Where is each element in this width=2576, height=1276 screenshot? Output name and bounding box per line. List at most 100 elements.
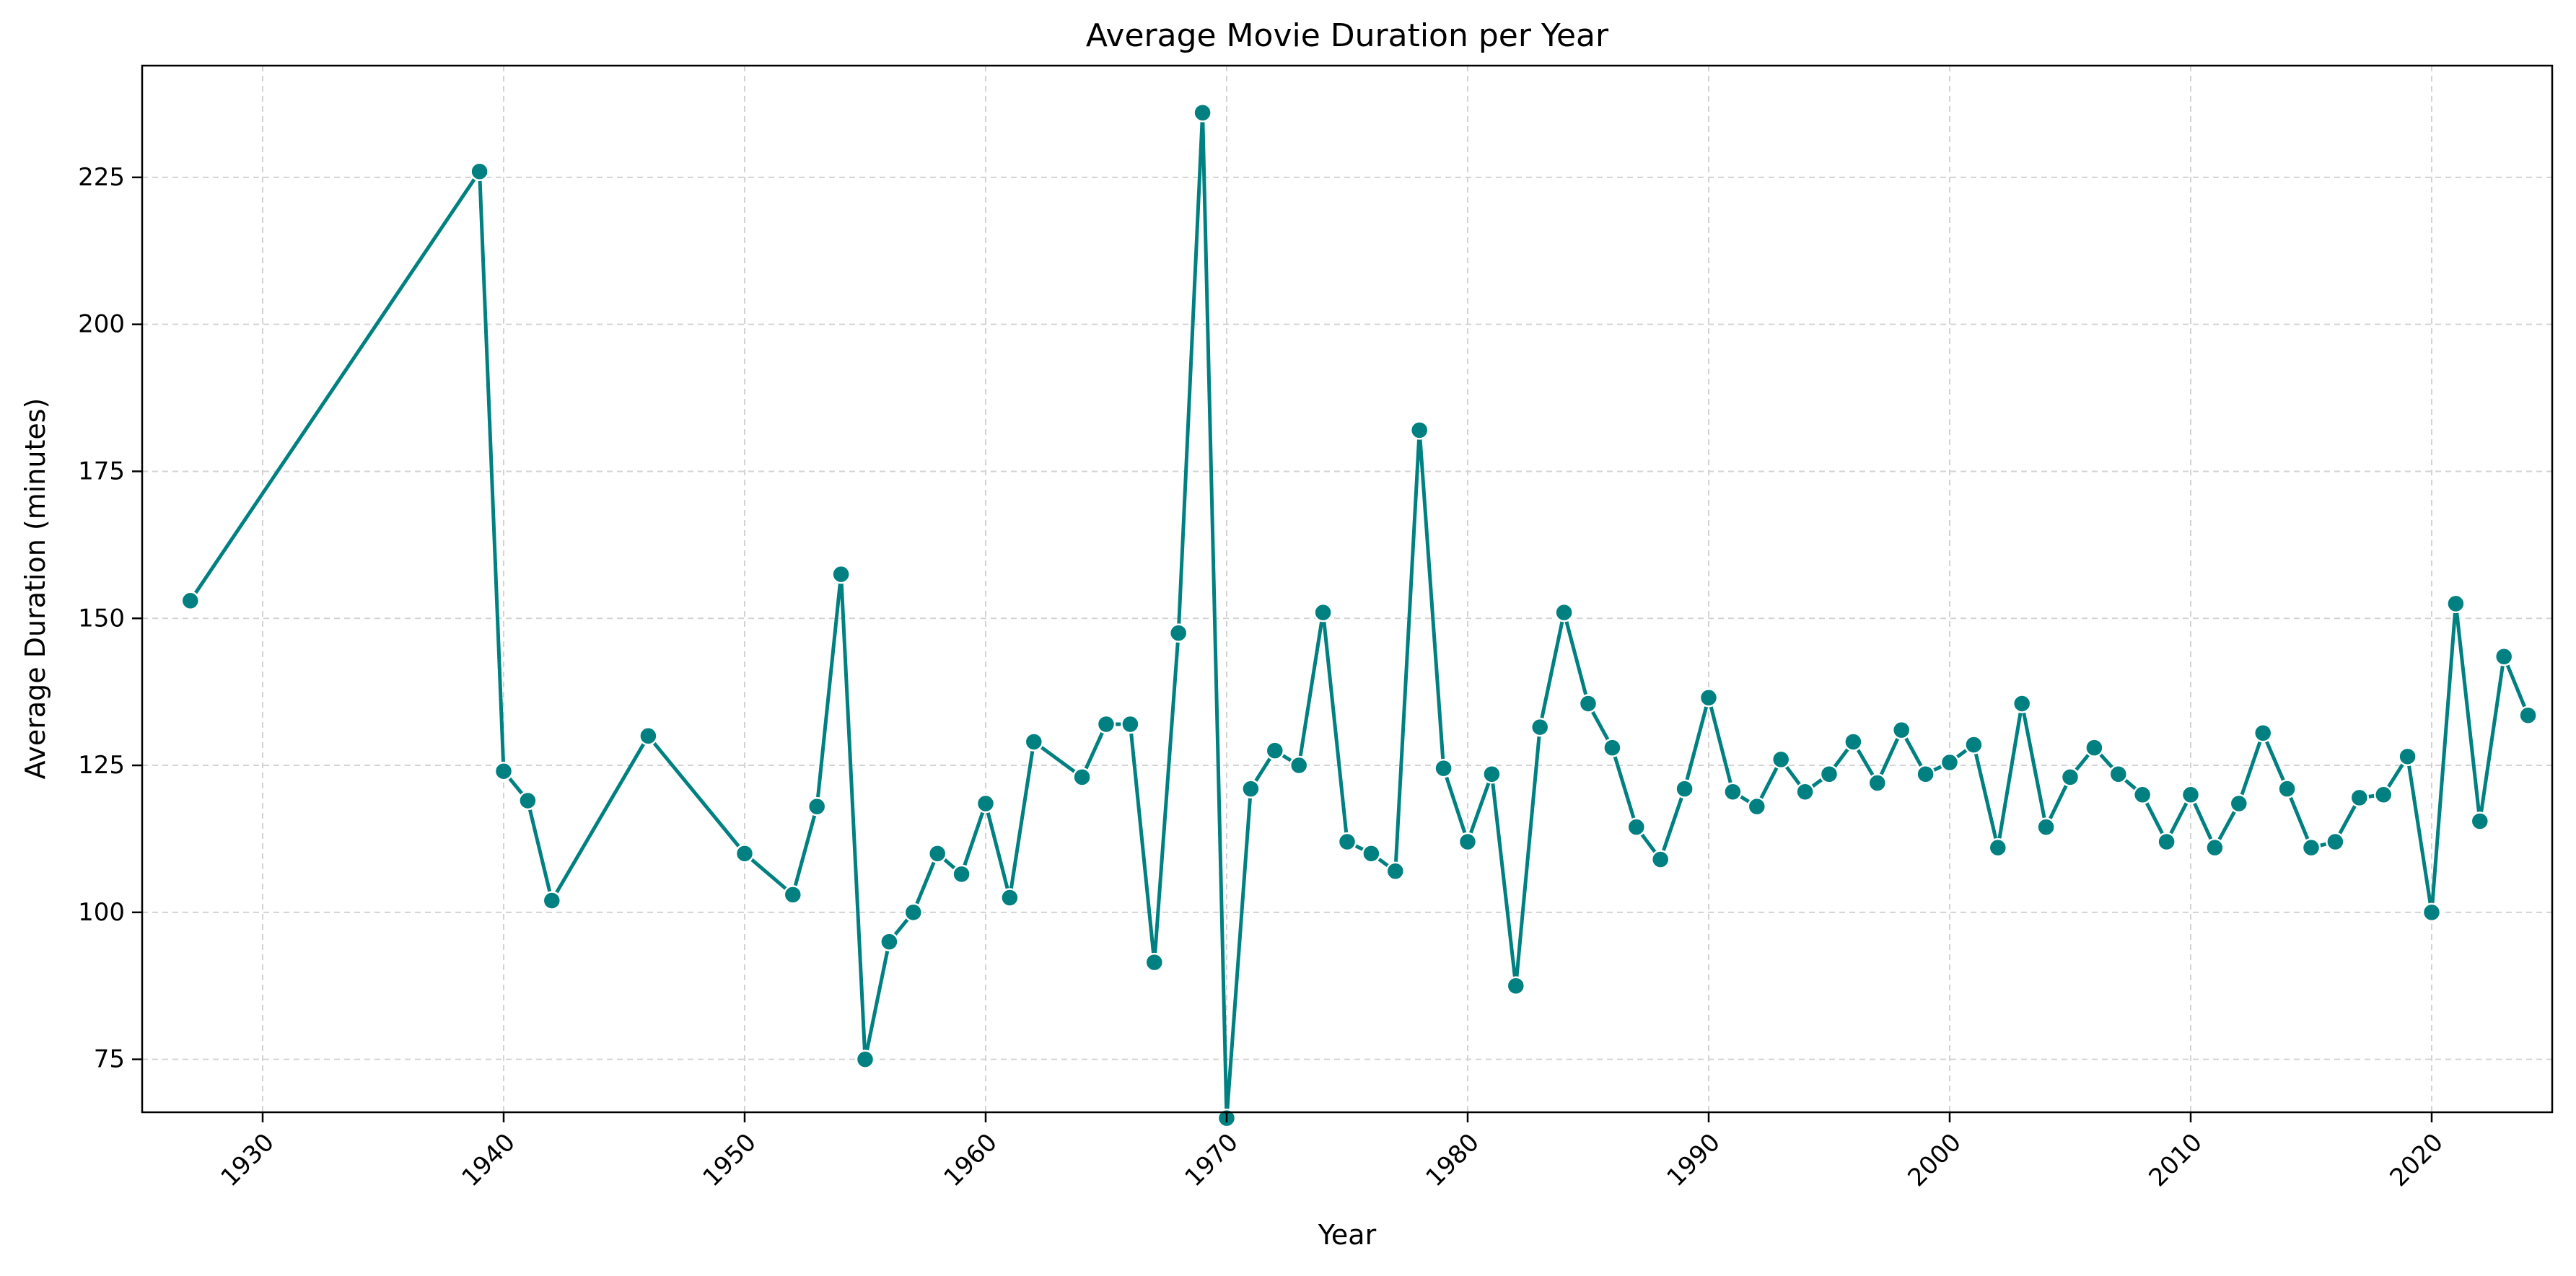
data-point xyxy=(639,726,658,746)
data-point xyxy=(542,891,562,910)
y-tick-label: 150 xyxy=(78,604,125,633)
data-point xyxy=(1747,796,1767,817)
data-point xyxy=(976,793,996,814)
data-point xyxy=(1844,732,1863,752)
data-point xyxy=(2446,594,2466,614)
x-tick-label: 1970 xyxy=(1179,1128,1243,1192)
data-point xyxy=(2205,837,2225,858)
data-point xyxy=(927,844,947,863)
data-point xyxy=(1819,765,1839,784)
data-point xyxy=(2157,832,2176,852)
data-point xyxy=(470,162,489,181)
data-point xyxy=(2229,793,2249,814)
data-point xyxy=(1675,779,1694,798)
chart-title: Average Movie Duration per Year xyxy=(1086,17,1609,54)
y-tick-label: 75 xyxy=(94,1045,125,1074)
data-point xyxy=(1699,688,1719,708)
data-point xyxy=(2036,817,2056,837)
data-point xyxy=(880,932,899,951)
data-point xyxy=(1650,850,1670,869)
tick-layer: 1930 1940 1950 1960 1970 1980 1990 2000 2010 2020… xyxy=(78,163,2449,1192)
x-tick-label: 2000 xyxy=(1902,1128,1966,1192)
y-tick-label: 200 xyxy=(78,310,125,339)
y-tick-label: 225 xyxy=(78,163,125,192)
data-point xyxy=(1434,758,1453,778)
data-point xyxy=(952,864,971,884)
data-point xyxy=(1072,767,1092,787)
y-tick-label: 100 xyxy=(78,898,125,927)
data-point xyxy=(1554,602,1574,622)
data-point xyxy=(1241,779,1261,798)
data-point xyxy=(2422,902,2442,923)
data-point xyxy=(1916,765,1935,784)
data-point xyxy=(2253,723,2273,743)
data-point xyxy=(1337,832,1357,852)
x-tick-label: 1950 xyxy=(697,1128,761,1192)
data-point xyxy=(1891,720,1911,740)
data-point xyxy=(1193,102,1212,123)
data-point xyxy=(831,564,851,584)
data-point xyxy=(1626,817,1647,837)
data-point xyxy=(1000,888,1020,907)
data-point xyxy=(1578,694,1598,713)
data-point xyxy=(2470,811,2490,831)
data-point xyxy=(1289,755,1309,775)
data-point xyxy=(2349,788,2370,808)
plot-frame xyxy=(141,64,2554,1114)
data-point xyxy=(2326,832,2345,852)
data-point xyxy=(2181,785,2201,805)
x-tick-label: 1940 xyxy=(456,1128,520,1192)
data-point xyxy=(807,796,827,817)
data-point xyxy=(903,902,924,923)
data-point xyxy=(1940,752,1960,773)
y-tick-label: 175 xyxy=(78,457,125,485)
x-tick-label: 1990 xyxy=(1661,1128,1725,1192)
data-point xyxy=(1385,861,1406,881)
data-point xyxy=(1771,749,1791,770)
x-tick-label: 2020 xyxy=(2384,1128,2448,1192)
grid-layer xyxy=(142,66,2552,1112)
data-point xyxy=(2277,779,2297,798)
data-point xyxy=(1482,765,1502,784)
data-point xyxy=(1313,602,1333,622)
data-point xyxy=(1409,421,1429,440)
x-tick-label: 1980 xyxy=(1420,1128,1484,1192)
y-axis-label: Average Duration (minutes) xyxy=(19,398,51,780)
data-point xyxy=(2108,765,2129,784)
data-point xyxy=(2494,646,2514,666)
data-point xyxy=(2132,785,2152,805)
data-point xyxy=(494,761,514,781)
x-tick-label: 1930 xyxy=(215,1128,279,1192)
data-point xyxy=(1506,976,1526,995)
data-point xyxy=(1795,782,1815,801)
data-point xyxy=(2060,767,2080,787)
data-point xyxy=(1867,773,1888,793)
data-point xyxy=(1096,714,1116,734)
data-point xyxy=(1168,623,1188,643)
x-tick-label: 2010 xyxy=(2143,1128,2207,1192)
data-point xyxy=(855,1050,875,1069)
data-point xyxy=(1723,782,1743,801)
data-point xyxy=(1265,741,1285,760)
x-tick-label: 1960 xyxy=(938,1128,1002,1192)
data-point xyxy=(1024,732,1044,752)
data-point xyxy=(1458,832,1478,852)
data-point xyxy=(2012,694,2032,713)
data-point xyxy=(2518,705,2538,726)
data-point xyxy=(1964,735,1984,754)
series-line xyxy=(188,110,2530,1120)
data-point xyxy=(2301,837,2321,858)
data-point xyxy=(518,791,538,811)
y-tick-label: 125 xyxy=(78,751,125,780)
data-point xyxy=(783,885,803,905)
data-point xyxy=(1603,738,1622,757)
data-point xyxy=(1362,844,1381,863)
data-point xyxy=(2085,738,2104,757)
data-point xyxy=(2398,747,2417,767)
series-layer xyxy=(180,102,2538,1128)
data-point xyxy=(1988,837,2008,858)
data-point xyxy=(180,591,201,611)
data-point xyxy=(2373,785,2393,805)
